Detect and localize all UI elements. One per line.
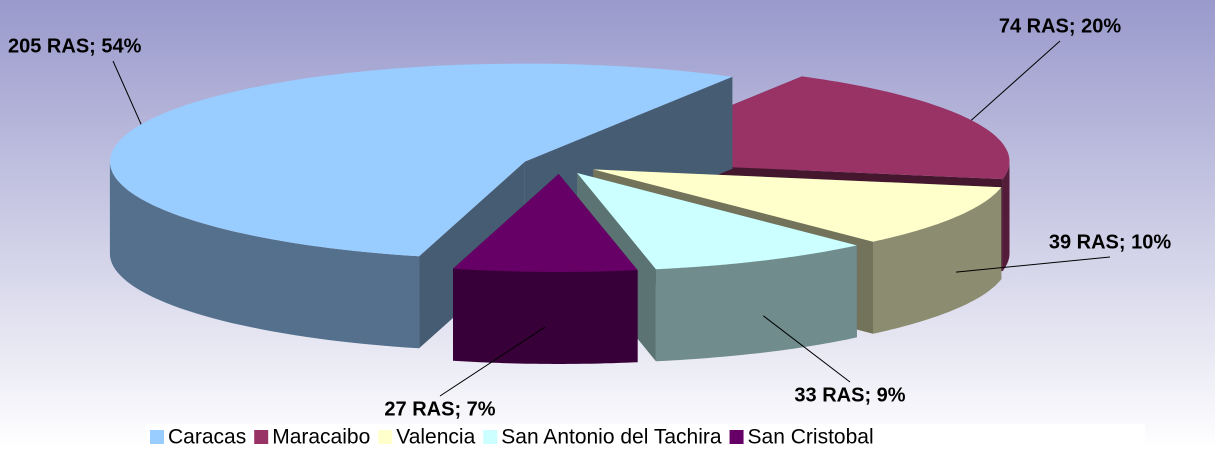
leader-line [112,60,142,125]
leader-line [439,326,546,397]
data-label: 74 RAS; 20% [999,15,1121,37]
slice-wall [1002,161,1010,272]
data-label: 205 RAS; 54% [8,35,142,57]
data-labels: 205 RAS; 54% 74 RAS; 20% 39 RAS; 10% 33 RAS… [8,15,1171,420]
legend: Caracas Maracaibo Valencia San Antonio del … [145,424,1145,449]
legend-box [145,424,1145,449]
legend-swatch [378,430,393,444]
slice-wall [873,187,1002,334]
data-label: 33 RAS; 9% [794,384,905,406]
legend-label: Caracas [168,426,246,449]
slice-top [453,174,638,272]
legend-swatch [729,430,744,444]
data-label: 39 RAS; 10% [1049,231,1171,253]
pie [109,63,1010,364]
slice-wall [453,268,638,364]
legend-swatch [254,430,269,444]
slice [109,63,733,349]
leader-line [970,40,1061,121]
slice [453,174,638,364]
leader-line [955,256,1111,273]
slice-top [109,63,733,257]
slice-wall [655,245,857,362]
legend-swatch [150,430,164,444]
legend-label: Valencia [396,426,475,449]
data-label: 27 RAS; 7% [384,398,495,420]
slice-top [593,169,1002,242]
legend-label: Maracaibo [272,426,370,449]
legend-swatch [483,430,498,444]
leader-line [762,315,851,383]
legend-label: San Cristobal [748,426,874,449]
slice-wall [109,161,420,349]
legend-label: San Antonio del Tachira [501,426,722,449]
slice-top [577,173,857,270]
